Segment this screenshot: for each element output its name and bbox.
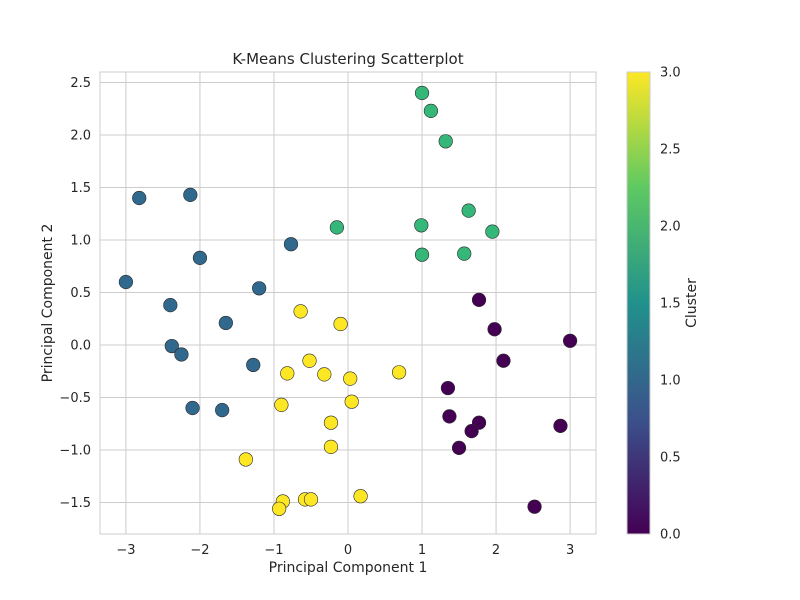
cluster-2-point: [457, 246, 472, 261]
cluster-0-point: [527, 499, 542, 514]
cluster-3-point: [293, 304, 308, 319]
cluster-3-point: [303, 492, 319, 507]
y-tick-label: 2.0: [70, 129, 91, 144]
cluster-3-point: [272, 501, 287, 516]
chart-title: K-Means Clustering Scatterplot: [232, 50, 463, 68]
y-tick-label: 0.5: [70, 286, 91, 301]
cluster-1-point: [252, 281, 267, 296]
cluster-1-point: [218, 315, 233, 331]
cluster-3-point: [274, 397, 289, 412]
cluster-0-point: [562, 333, 578, 348]
cluster-0-point: [487, 322, 502, 337]
colorbar-tick-label: 0.0: [660, 528, 681, 543]
y-tick-label: 1.5: [70, 181, 91, 196]
x-axis-label: Principal Component 1: [269, 560, 428, 576]
cluster-2-point: [461, 203, 476, 218]
cluster-2-point: [438, 134, 453, 149]
cluster-1-point: [192, 250, 208, 265]
colorbar-tick-labels: 0.0 0.5 1.0 1.5 2.0 2.5 3.0: [660, 66, 681, 543]
cluster-3-point: [333, 316, 348, 332]
cluster-2-point: [414, 85, 430, 101]
cluster-0-point: [496, 353, 511, 368]
cluster-2-point: [414, 218, 429, 233]
colorbar-tick-label: 1.5: [660, 297, 681, 312]
cluster-2-point: [414, 247, 430, 262]
cluster-3-point: [317, 367, 332, 382]
colorbar-tick-label: 3.0: [660, 66, 681, 81]
cluster-1-point: [183, 187, 198, 202]
cluster-0-point: [471, 292, 487, 307]
cluster-1-point: [164, 338, 179, 354]
cluster-0-point: [440, 380, 456, 396]
x-tick-label: −2: [190, 543, 209, 558]
cluster-1-point: [185, 400, 200, 416]
x-tick-label: −1: [264, 543, 283, 558]
y-axis-label: Principal Component 2: [40, 224, 56, 383]
y-tick-label: −1.0: [59, 444, 91, 459]
y-tick-label: 0.0: [70, 339, 91, 354]
colorbar-label: Cluster: [684, 278, 700, 328]
cluster-1-point: [174, 347, 189, 362]
cluster-3-point: [353, 489, 368, 504]
colorbar-tick-label: 0.5: [660, 451, 681, 466]
x-tick-label: 3: [566, 543, 574, 558]
cluster-2-point: [485, 224, 500, 239]
cluster-2-point: [329, 220, 344, 235]
cluster-0-point: [553, 418, 568, 433]
cluster-1-point: [283, 237, 299, 252]
cluster-3-point: [343, 371, 358, 386]
y-tick-label: −1.5: [59, 496, 91, 511]
cluster-3-point: [391, 365, 407, 380]
cluster-0-point: [451, 440, 467, 456]
y-tick-label: 1.0: [70, 234, 91, 249]
x-tick-label: 2: [492, 543, 500, 558]
y-axis-tick-labels: −1.5 −1.0 −0.5 0.0 0.5 1.0 1.5 2.0 2.5: [59, 76, 91, 511]
data-points: [118, 85, 578, 516]
cluster-0-point: [442, 409, 457, 424]
cluster-3-point: [280, 366, 295, 381]
cluster-3-point: [323, 415, 339, 430]
colorbar-tick-label: 2.0: [660, 220, 681, 235]
cluster-3-point: [302, 353, 317, 368]
y-tick-label: 2.5: [70, 76, 91, 91]
cluster-1-point: [118, 274, 134, 290]
x-tick-label: −3: [116, 543, 135, 558]
cluster-1-point: [215, 403, 230, 418]
x-tick-label: 1: [418, 543, 426, 558]
x-tick-label: 0: [344, 543, 352, 558]
cluster-1-point: [246, 357, 261, 373]
x-axis-tick-labels: −3 −2 −1 0 1 2 3: [116, 543, 574, 558]
cluster-3-point: [344, 394, 359, 409]
cluster-2-point: [423, 103, 439, 118]
plot-frame: [99, 71, 597, 535]
y-tick-label: −0.5: [59, 391, 91, 406]
cluster-1-point: [163, 298, 178, 313]
cluster-0-point: [464, 424, 479, 439]
cluster-3-point: [323, 439, 339, 454]
colorbar: 0.0 0.5 1.0 1.5 2.0 2.5 3.0 Cluster: [626, 66, 700, 543]
colorbar-tick-label: 2.5: [660, 143, 681, 158]
cluster-3-point: [238, 452, 253, 467]
colorbar-tick-label: 1.0: [660, 374, 681, 389]
plot-area: [99, 71, 597, 535]
cluster-1-point: [132, 190, 147, 206]
colorbar-gradient: [626, 71, 651, 535]
